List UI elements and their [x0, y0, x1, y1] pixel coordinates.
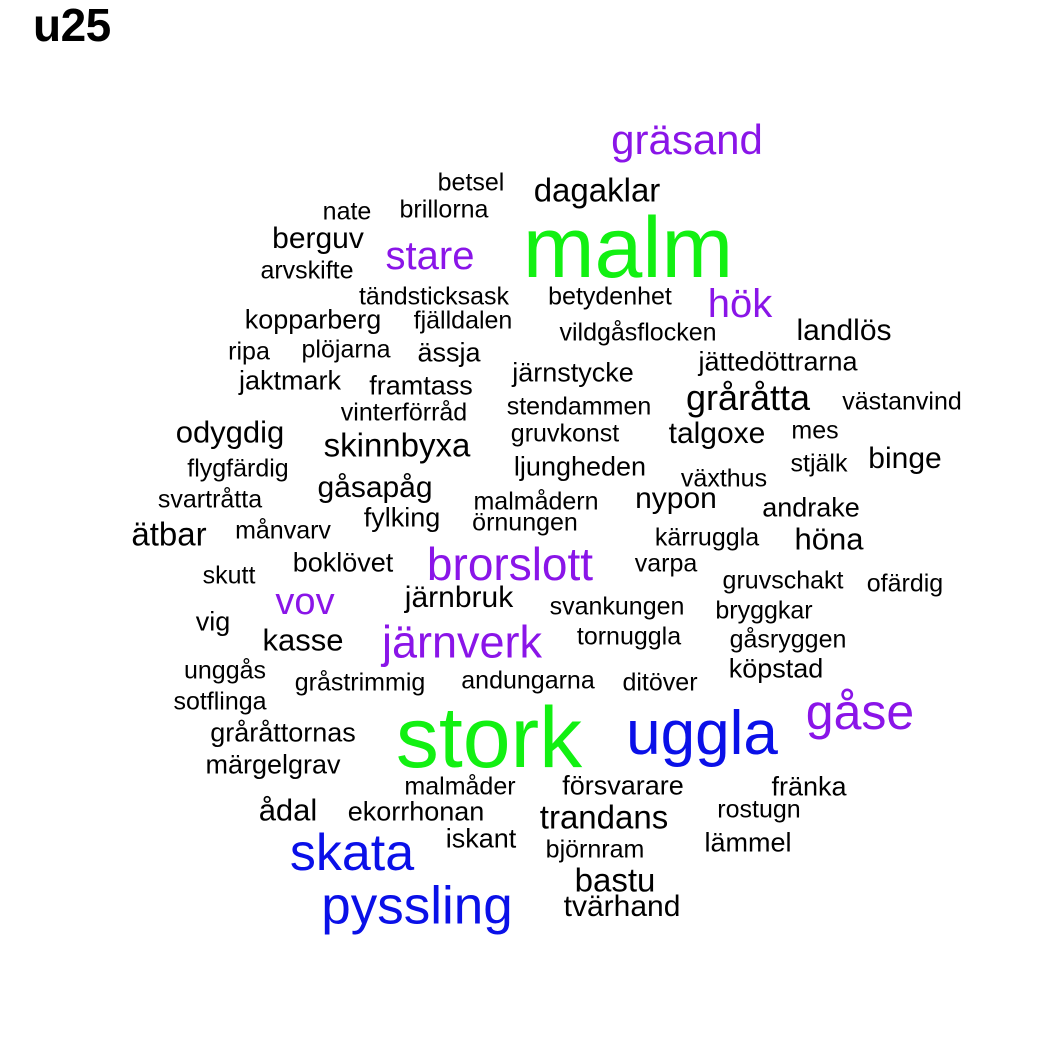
- cloud-word: västanvind: [842, 387, 962, 416]
- cloud-word: bryggkar: [715, 596, 813, 625]
- cloud-word: ditöver: [622, 668, 698, 697]
- cloud-word: stendammen: [506, 392, 652, 421]
- cloud-word: boklövet: [292, 547, 394, 578]
- cloud-word: svankungen: [549, 592, 685, 621]
- cloud-word: lämmel: [704, 827, 792, 858]
- cloud-word: stork: [395, 690, 583, 786]
- cloud-word: sotflinga: [173, 687, 267, 716]
- cloud-word: stjälk: [790, 449, 848, 478]
- cloud-word: ätbar: [131, 515, 207, 553]
- cloud-word: ekorrhonan: [347, 796, 485, 827]
- cloud-word: gåse: [805, 684, 915, 740]
- cloud-word: björnram: [545, 835, 645, 864]
- cloud-word: hök: [707, 282, 773, 326]
- cloud-word: plöjarna: [301, 335, 391, 364]
- cloud-word: bastu: [574, 861, 656, 899]
- cloud-word: nypon: [635, 482, 717, 515]
- cloud-word: gruvkonst: [510, 419, 620, 448]
- cloud-word: stare: [385, 234, 475, 278]
- cloud-word: brorslott: [426, 538, 594, 590]
- cloud-word: fjälldalen: [413, 306, 513, 335]
- cloud-word: gråråttornas: [210, 717, 356, 748]
- cloud-word: unggås: [183, 656, 267, 685]
- cloud-word: arvskifte: [260, 256, 354, 285]
- cloud-word: tvärhand: [563, 890, 681, 923]
- cloud-word: betsel: [437, 168, 505, 197]
- cloud-word: vinterförråd: [340, 398, 468, 427]
- cloud-word: rostugn: [717, 795, 801, 824]
- cloud-word: kärruggla: [654, 523, 760, 552]
- cloud-word: växthus: [680, 464, 768, 493]
- cloud-word: trandans: [539, 798, 669, 836]
- cloud-word: tändsticksask: [358, 282, 510, 311]
- cloud-word: ådal: [258, 792, 318, 828]
- cloud-word: vig: [195, 606, 231, 637]
- cloud-word: månvarv: [235, 516, 331, 545]
- cloud-word: gåsryggen: [729, 625, 847, 654]
- cloud-word: köpstad: [728, 653, 824, 684]
- cloud-word: landlös: [796, 314, 892, 347]
- cloud-word: ässja: [417, 337, 481, 368]
- cloud-word: odygdig: [175, 414, 285, 450]
- cloud-word: talgoxe: [668, 417, 766, 450]
- cloud-word: dagaklar: [533, 171, 661, 209]
- cloud-word: tornuggla: [576, 622, 682, 651]
- cloud-word: järnstycke: [512, 357, 634, 388]
- cloud-word: iskant: [445, 823, 517, 854]
- cloud-word: malmådern: [473, 487, 599, 516]
- cloud-word: fränka: [771, 771, 847, 802]
- cloud-word: försvarare: [562, 770, 684, 801]
- cloud-word: gåsapåg: [317, 471, 433, 504]
- cloud-word: andungarna: [461, 666, 595, 695]
- cloud-word: svartråtta: [157, 485, 263, 514]
- cloud-word: betydenhet: [548, 282, 672, 311]
- cloud-word: gråråtta: [685, 377, 811, 418]
- cloud-word: andrake: [762, 492, 860, 523]
- cloud-word: örnungen: [472, 508, 578, 537]
- cloud-word: jaktmark: [238, 365, 342, 396]
- cloud-word: vildgåsflocken: [559, 318, 717, 347]
- cloud-word: binge: [868, 442, 942, 475]
- cloud-word: mes: [791, 416, 839, 445]
- cloud-word: höna: [794, 521, 864, 557]
- cloud-word: berguv: [272, 222, 364, 255]
- cloud-word: jättedöttrarna: [698, 346, 858, 377]
- cloud-word: gråstrimmig: [294, 668, 426, 697]
- cloud-word: ripa: [228, 337, 270, 366]
- cloud-word: skata: [289, 824, 415, 882]
- cloud-word: gräsand: [611, 116, 763, 163]
- cloud-word: flygfärdig: [187, 454, 289, 483]
- cloud-word: nate: [322, 197, 372, 226]
- cloud-word: malm: [522, 200, 734, 296]
- page-title: u25: [33, 0, 111, 51]
- cloud-word: järnverk: [381, 616, 543, 668]
- cloud-word: uggla: [626, 699, 778, 768]
- cloud-word: varpa: [634, 549, 698, 578]
- cloud-word: pyssling: [321, 876, 513, 936]
- cloud-word: kasse: [262, 622, 344, 658]
- cloud-word: gruvschakt: [722, 566, 844, 595]
- cloud-word: fylking: [363, 502, 441, 533]
- cloud-word: skutt: [202, 561, 256, 590]
- cloud-word: framtass: [369, 370, 473, 401]
- cloud-word: järnbruk: [404, 581, 514, 614]
- cloud-word: kopparberg: [244, 304, 382, 335]
- cloud-word: ljungheden: [513, 451, 647, 482]
- cloud-word: vov: [275, 581, 335, 623]
- cloud-word: brillorna: [399, 195, 489, 224]
- cloud-word: märgelgrav: [205, 749, 341, 780]
- cloud-word: ofärdig: [866, 569, 944, 598]
- cloud-word: skinnbyxa: [323, 426, 471, 464]
- cloud-word: malmåder: [404, 772, 516, 801]
